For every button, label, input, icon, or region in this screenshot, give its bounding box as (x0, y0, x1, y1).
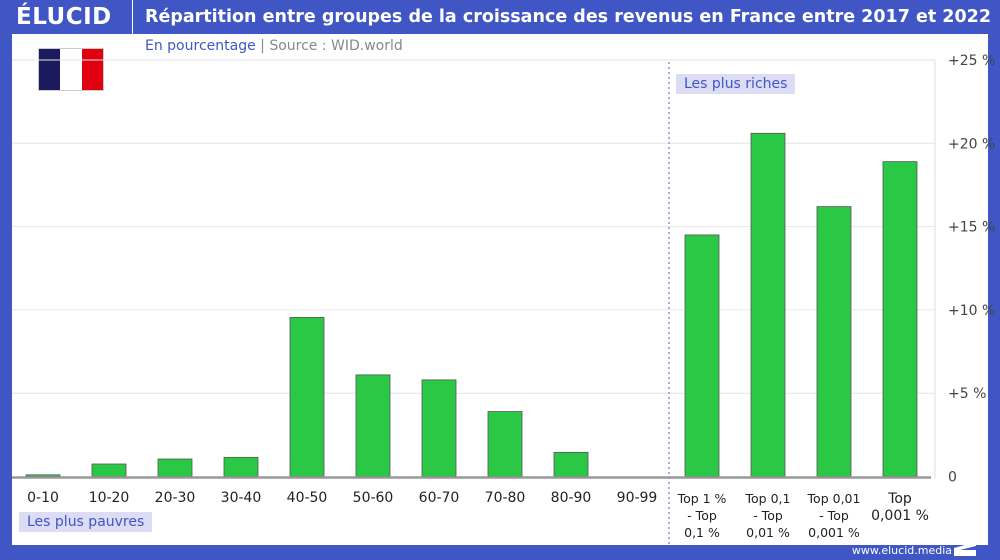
bar-70-80 (487, 411, 523, 477)
x-tick-label: Top 1 % (677, 491, 727, 506)
bar-10-20 (91, 463, 127, 477)
header-divider (132, 0, 133, 34)
x-tick-label: Top 0,1 (745, 491, 791, 506)
x-tick-label: 70-80 (485, 490, 526, 506)
unit-label: En pourcentage (145, 38, 256, 54)
footer-url[interactable]: www.elucid.media (851, 544, 952, 557)
bar-50-60 (355, 374, 391, 477)
x-tick-label: Top (887, 491, 912, 507)
bar-20-30 (157, 458, 193, 477)
bar-Top 0,001 % (882, 161, 918, 477)
y-tick-label: 0 (948, 470, 957, 486)
x-tick-label: 0,001 % (808, 525, 860, 540)
x-tick-label: 50-60 (353, 490, 394, 506)
bar-60-70 (421, 379, 457, 477)
subtitle: En pourcentage | Source : WID.world (145, 38, 403, 54)
richest-annotation: Les plus riches (676, 74, 796, 94)
y-tick-label: +25 % (948, 53, 995, 69)
france-flag-icon (38, 48, 104, 91)
x-tick-label: - Top (753, 508, 783, 523)
x-tick-label: 90-99 (617, 490, 658, 506)
x-tick-label: Top 0,01 (807, 491, 861, 506)
poorest-annotation: Les plus pauvres (19, 512, 153, 532)
y-tick-label: +15 % (948, 220, 995, 236)
x-tick-label: - Top (819, 508, 849, 523)
bar-30-40 (223, 456, 259, 477)
x-tick-label: 0-10 (27, 490, 59, 506)
bar-Top 0,1 - Top 0,01 % (750, 132, 786, 477)
subtitle-separator: | (260, 38, 265, 54)
x-tick-label: 0,001 % (871, 508, 929, 524)
x-tick-label: 0,1 % (684, 525, 720, 540)
header: ÉLUCID Répartition entre groupes de la c… (0, 0, 1000, 34)
chart-title: Répartition entre groupes de la croissan… (145, 7, 991, 27)
x-tick-label: 40-50 (287, 490, 328, 506)
x-tick-label: 0,01 % (746, 525, 790, 540)
elucid-logo: ÉLUCID (16, 4, 112, 30)
x-tick-label: 10-20 (89, 490, 130, 506)
x-tick-label: - Top (687, 508, 717, 523)
y-tick-label: +20 % (948, 136, 995, 152)
bar-Top 1 % - Top 0,1 % (684, 234, 720, 477)
y-tick-label: +10 % (948, 303, 995, 319)
x-tick-label: 80-90 (551, 490, 592, 506)
x-tick-label: 30-40 (221, 490, 262, 506)
x-tick-label: 20-30 (155, 490, 196, 506)
bar-80-90 (553, 451, 589, 477)
x-tick-label: 60-70 (419, 490, 460, 506)
elucid-mark-icon (954, 542, 976, 556)
bar-40-50 (289, 316, 325, 477)
y-tick-label: +5 % (948, 386, 986, 402)
source-label: Source : WID.world (269, 38, 403, 54)
bar-Top 0,01 - Top 0,001 % (816, 206, 852, 477)
